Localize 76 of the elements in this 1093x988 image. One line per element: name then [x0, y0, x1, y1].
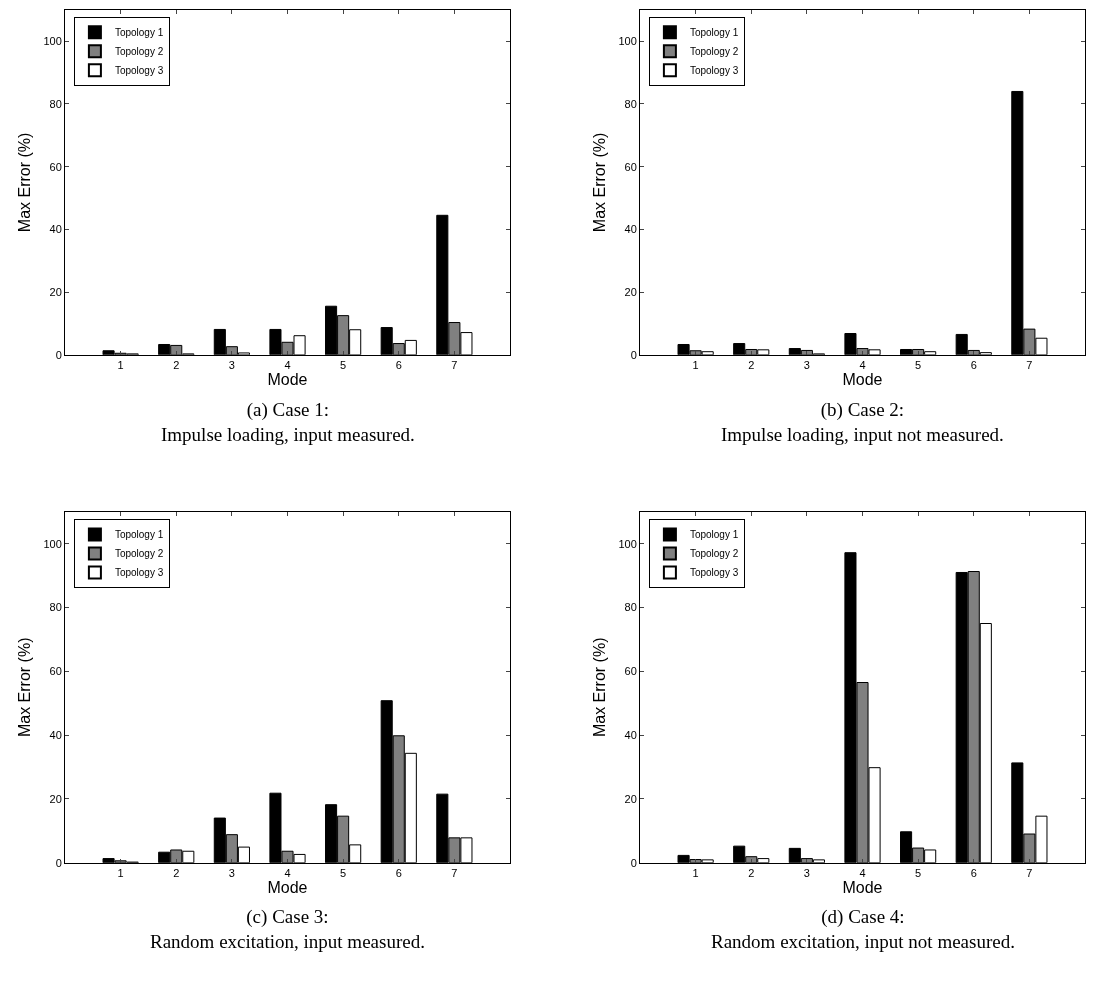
- y-tick-label: 60: [624, 665, 637, 678]
- y-tick-label: 0: [630, 348, 637, 361]
- x-tick-label: 6: [395, 359, 402, 372]
- legend-label: Topology 3: [689, 65, 739, 77]
- y-tick-label: 0: [55, 348, 62, 361]
- y-tick-label: 0: [630, 856, 637, 869]
- y-tick-label: 60: [49, 665, 62, 678]
- y-tick-label: 40: [624, 728, 637, 741]
- x-tick-label: 5: [340, 866, 347, 879]
- x-tick-label: 7: [1026, 866, 1033, 879]
- legend-label: Topology 3: [114, 567, 164, 579]
- y-tick-label: 100: [618, 537, 637, 550]
- legend-label: Topology 2: [114, 548, 164, 560]
- x-tick-label: 4: [284, 359, 291, 372]
- x-tick-label: 3: [803, 866, 810, 879]
- x-tick-label: 1: [692, 866, 699, 879]
- x-tick-label: 4: [284, 866, 291, 879]
- y-axis-title: Max Error (%): [591, 132, 609, 233]
- x-tick-label: 1: [117, 359, 124, 372]
- text: (b) Case 2: Impulse loading, input not measured.: [721, 399, 1004, 445]
- x-tick-label: 5: [915, 359, 922, 372]
- x-tick-label: 3: [228, 359, 235, 372]
- x-tick-label: 3: [228, 866, 235, 879]
- legend-label: Topology 1: [114, 27, 164, 39]
- x-tick-label: 5: [915, 866, 922, 879]
- x-tick-label: 1: [117, 866, 124, 879]
- x-axis-title: Mode: [267, 878, 308, 896]
- y-tick-label: 20: [49, 792, 62, 805]
- legend-label: Topology 2: [689, 46, 739, 58]
- y-tick-label: 0: [55, 856, 62, 869]
- x-tick-label: 1: [692, 359, 699, 372]
- text: (c) Case 3: Random excitation, input measured.: [150, 906, 425, 952]
- legend-label: Topology 2: [689, 548, 739, 560]
- legend-label: Topology 1: [689, 529, 739, 541]
- y-tick-label: 20: [624, 285, 637, 298]
- legend-label: Topology 1: [114, 529, 164, 541]
- y-axis-title: Max Error (%): [591, 637, 609, 738]
- x-tick-label: 7: [1026, 359, 1033, 372]
- y-tick-label: 100: [43, 537, 62, 550]
- y-tick-label: 20: [624, 792, 637, 805]
- y-tick-label: 20: [49, 285, 62, 298]
- y-tick-label: 100: [43, 35, 62, 48]
- y-tick-label: 100: [618, 35, 637, 48]
- x-axis-title: Mode: [842, 878, 883, 896]
- legend-label: Topology 3: [114, 65, 164, 77]
- y-tick-label: 80: [49, 97, 62, 110]
- x-tick-label: 2: [173, 866, 180, 879]
- text: (a) Case 1: Impulse loading, input measured.: [161, 399, 415, 445]
- y-tick-label: 40: [49, 223, 62, 236]
- text: (d) Case 4: Random excitation, input not measured.: [711, 906, 1015, 952]
- y-axis-title: Max Error (%): [16, 637, 34, 738]
- y-tick-label: 80: [624, 97, 637, 110]
- y-axis-title: Max Error (%): [16, 132, 34, 233]
- y-tick-label: 60: [49, 160, 62, 173]
- y-tick-label: 80: [624, 601, 637, 614]
- x-tick-label: 4: [859, 359, 866, 372]
- x-tick-label: 6: [970, 866, 977, 879]
- x-tick-label: 5: [340, 359, 347, 372]
- x-tick-label: 2: [748, 866, 755, 879]
- legend-label: Topology 2: [114, 46, 164, 58]
- x-axis-title: Mode: [842, 371, 883, 389]
- legend-label: Topology 1: [689, 27, 739, 39]
- y-tick-label: 40: [49, 728, 62, 741]
- x-tick-label: 4: [859, 866, 866, 879]
- legend-label: Topology 3: [689, 567, 739, 579]
- x-tick-label: 3: [803, 359, 810, 372]
- x-tick-label: 2: [748, 359, 755, 372]
- x-tick-label: 7: [451, 359, 458, 372]
- x-tick-label: 2: [173, 359, 180, 372]
- y-tick-label: 40: [624, 223, 637, 236]
- x-tick-label: 6: [970, 359, 977, 372]
- y-tick-label: 60: [624, 160, 637, 173]
- y-tick-label: 80: [49, 601, 62, 614]
- x-tick-label: 7: [451, 866, 458, 879]
- x-tick-label: 6: [395, 866, 402, 879]
- x-axis-title: Mode: [267, 371, 308, 389]
